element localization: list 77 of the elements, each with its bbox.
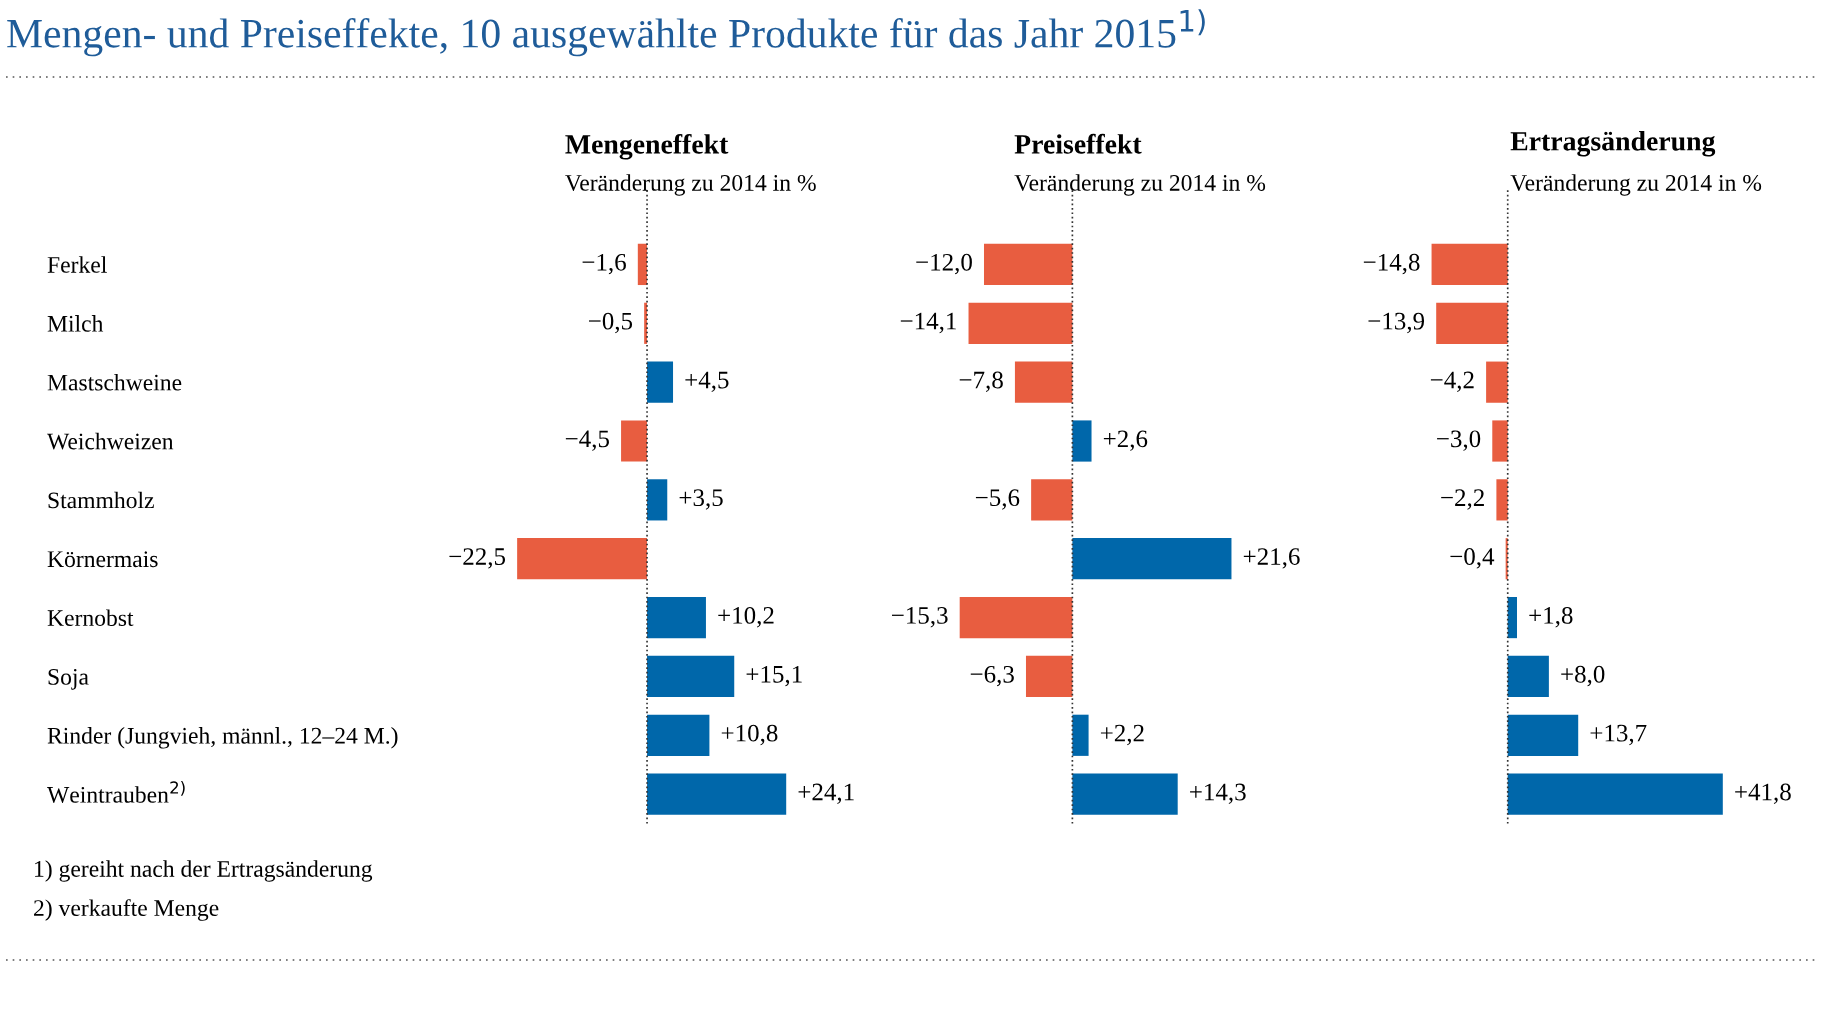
data-label: −4,5	[565, 430, 609, 451]
chart-title: Mengeneffekt	[565, 133, 729, 160]
bar	[1507, 714, 1579, 756]
y-tick-label: Mastschweine	[47, 373, 182, 391]
data-label: −12,0	[916, 253, 972, 275]
data-label: +24,1	[798, 783, 854, 804]
chart-title: Preiseffekt	[1014, 133, 1142, 154]
y-tick-label: Körnermais	[47, 551, 158, 568]
data-label: −15,3	[891, 607, 948, 628]
data-label: −6,3	[970, 665, 1014, 687]
data-label: −14,8	[1363, 253, 1420, 275]
bar	[1031, 479, 1073, 521]
bar	[647, 361, 674, 403]
bar	[1436, 302, 1508, 344]
data-label: +10,8	[721, 724, 778, 746]
data-label: −13,9	[1368, 312, 1425, 334]
chart-title: Ertragsänderung	[1510, 131, 1716, 157]
data-label: −14,1	[900, 312, 956, 334]
text: 1) gereiht nach der Ertragsänderung	[35, 860, 373, 882]
data-label: +4,5	[685, 371, 729, 393]
bar	[647, 714, 710, 756]
data-label: −22,5	[449, 548, 506, 569]
bar	[1072, 420, 1092, 462]
bar	[1507, 596, 1517, 639]
y-tick-label: Soja	[48, 668, 89, 690]
bar	[1507, 655, 1549, 698]
data-label: +3,5	[679, 489, 723, 510]
data-label: +8,0	[1561, 665, 1605, 687]
bar	[647, 655, 735, 698]
y-tick-label: Rinder (Jungvieh, männl., 12–24 M.)	[47, 727, 398, 749]
bar	[647, 773, 787, 815]
bar	[637, 243, 648, 286]
y-tick-label: Weichweizen	[47, 432, 174, 450]
bar	[1072, 773, 1178, 815]
bar	[1014, 361, 1073, 403]
data-label: −1,6	[582, 253, 626, 275]
bar	[1431, 243, 1508, 286]
bar	[647, 596, 706, 639]
bar	[984, 243, 1073, 286]
bar	[1496, 479, 1508, 521]
bar	[1025, 655, 1073, 698]
data-label: +21,6	[1243, 548, 1300, 569]
data-label: +14,3	[1190, 783, 1246, 804]
bar	[959, 596, 1073, 639]
data-label: −0,4	[1450, 548, 1495, 569]
y-tick-label: Weintrauben$^{2)}$	[47, 781, 185, 803]
data-label: +41,8	[1735, 783, 1791, 804]
data-label: −0,5	[588, 312, 633, 334]
bar	[1072, 714, 1089, 756]
bar	[621, 420, 648, 462]
bar	[1072, 538, 1232, 580]
data-label: +2,2	[1100, 724, 1144, 746]
chart-subtitle: Veränderung zu 2014 in %	[565, 174, 816, 196]
data-label: −5,6	[975, 489, 1020, 510]
data-label: −3,0	[1437, 430, 1481, 451]
y-tick-label: Milch	[47, 315, 104, 332]
text: Mengen- und Preiseffekte, 10 ausgewählte Produkte für das Jahr 2015$^{1)}$	[7, 9, 1205, 57]
y-tick-label: Kernobst	[47, 609, 134, 626]
data-label: −4,2	[1430, 371, 1474, 393]
bar	[1492, 420, 1508, 462]
data-label: +15,1	[746, 665, 802, 687]
bar	[968, 302, 1073, 344]
data-label: +1,8	[1529, 606, 1573, 628]
data-label: +10,2	[718, 606, 774, 628]
text: 2) verkaufte Menge	[34, 899, 219, 921]
chart-subtitle: Veränderung zu 2014 in %	[1014, 174, 1266, 196]
y-tick-label: Ferkel	[47, 256, 107, 273]
bar	[647, 479, 668, 521]
data-label: +2,6	[1103, 430, 1148, 451]
bar	[1486, 361, 1508, 403]
chart-subtitle: Veränderung zu 2014 in %	[1510, 174, 1762, 196]
data-label: +13,7	[1590, 724, 1647, 746]
bar	[1507, 773, 1723, 815]
data-label: −2,2	[1441, 489, 1484, 510]
bar	[517, 538, 648, 580]
y-tick-label: Stammholz	[48, 491, 154, 509]
data-label: −7,8	[959, 371, 1003, 393]
